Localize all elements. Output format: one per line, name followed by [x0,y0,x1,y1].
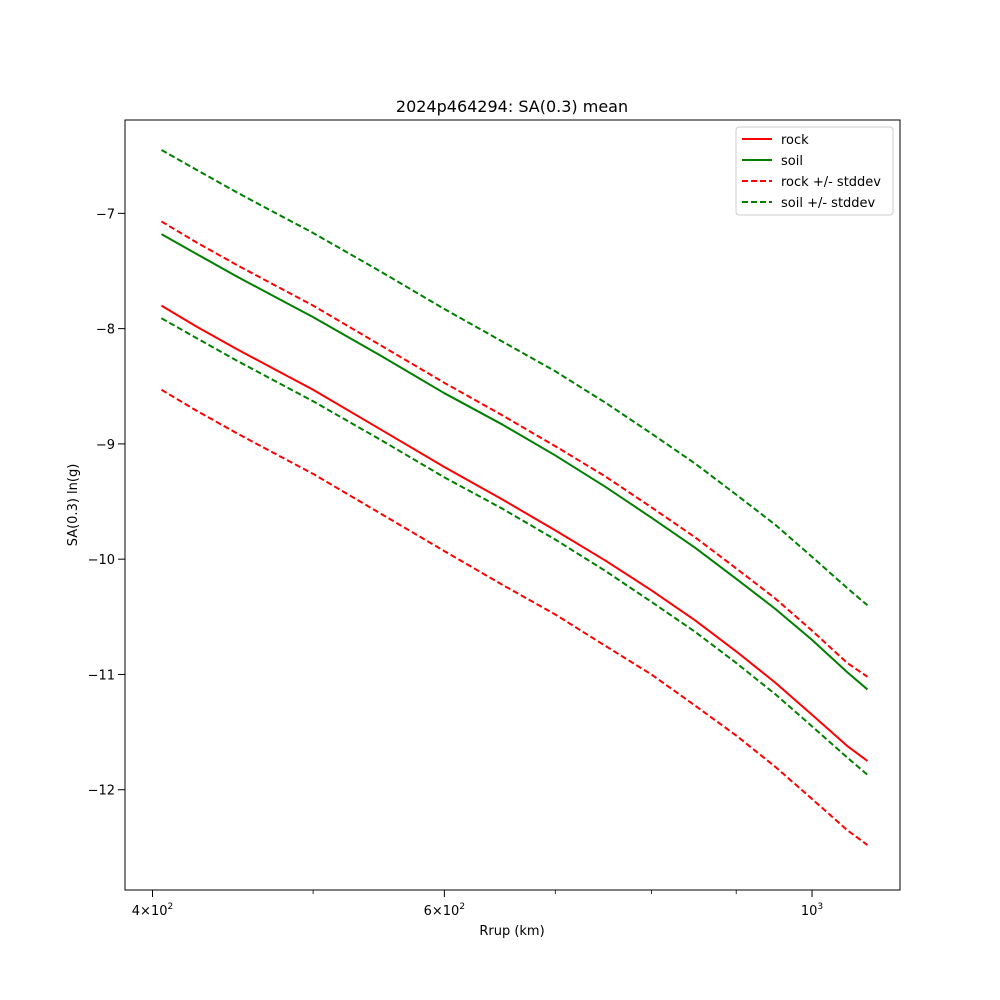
series-line-5 [160,317,869,776]
legend-entries: rock soil rock +/- stddev soil +/- stddev [742,133,881,211]
series-line-3 [160,388,869,846]
legend-label: rock +/- stddev [781,175,881,190]
legend-label: soil +/- stddev [781,196,876,211]
legend-label: soil [781,154,803,169]
series-line-0 [160,304,869,762]
legend-label: rock [781,133,809,148]
chart-title: 2024p464294: SA(0.3) mean [396,97,628,116]
x-tick-label: 6×102 [424,902,465,919]
y-axis-label: SA(0.3) ln(g) [66,464,81,547]
y-tick-label: −9 [96,438,115,453]
y-tick-label: −12 [88,784,115,799]
series-line-4 [160,149,869,607]
series-line-2 [160,220,868,678]
series-line-1 [160,233,869,691]
y-tick-label: −10 [88,553,115,568]
y-axis: −7 −8 −9 −10 −11 −12 [88,207,125,799]
x-axis: 4×102 6×102 103 [132,890,823,919]
y-tick-label: −11 [88,668,115,683]
legend: rock soil rock +/- stddev soil +/- stddev [735,126,894,216]
y-tick-label: −8 [96,323,115,338]
plot-frame [124,119,901,891]
x-axis-label: Rrup (km) [479,924,544,939]
y-tick-label: −7 [96,207,115,222]
x-tick-label: 4×102 [132,902,173,919]
plot-lines [160,149,869,846]
legend-box [735,126,894,216]
